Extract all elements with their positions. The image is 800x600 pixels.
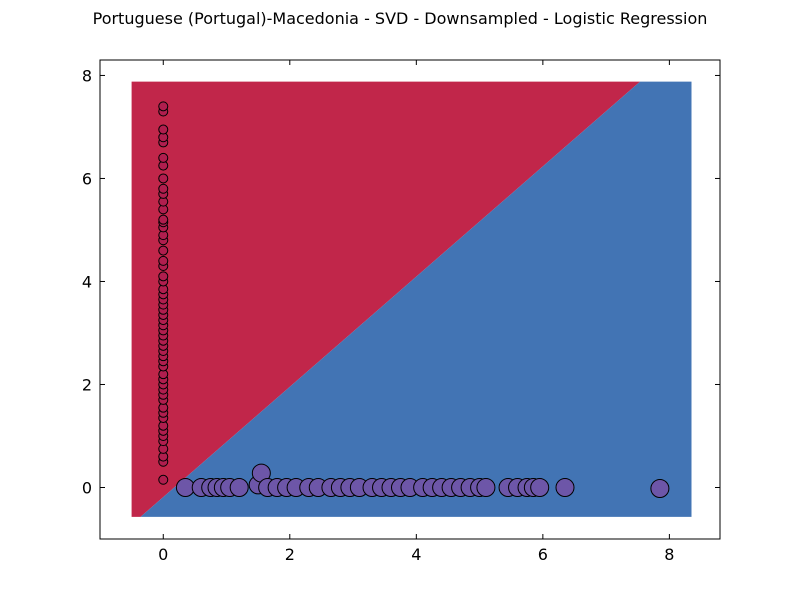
- class-a-point: [158, 214, 169, 225]
- x-tick-label: 0: [158, 545, 168, 564]
- class-b-point: [650, 479, 670, 499]
- class-b-points: [175, 463, 670, 499]
- class-a-point: [158, 173, 169, 184]
- y-tick-label: 4: [82, 272, 92, 291]
- class-a-point: [158, 255, 169, 266]
- x-tick-label: 4: [411, 545, 421, 564]
- decision-regions: [131, 81, 692, 517]
- class-a-point: [158, 152, 169, 163]
- class-a-point: [158, 271, 169, 282]
- x-tick-label: 2: [285, 545, 295, 564]
- y-axis-ticks: 0 2 4 6 8: [82, 66, 720, 497]
- class-b-point: [175, 477, 195, 497]
- class-a-points: [158, 101, 169, 485]
- y-tick-label: 2: [82, 375, 92, 394]
- class-b-point: [229, 477, 249, 497]
- chart-title: Portuguese (Portugal)-Macedonia - SVD - …: [92, 9, 708, 28]
- class-a-point: [158, 101, 169, 112]
- class-a-point: [158, 245, 169, 256]
- x-axis-ticks: 0 2 4 6 8: [158, 60, 674, 564]
- class-b-point: [555, 477, 575, 497]
- class-a-point: [158, 183, 169, 194]
- class-a-point: [158, 124, 169, 135]
- plot-frame: [99, 59, 721, 540]
- x-tick-label: 8: [664, 545, 674, 564]
- region-class-a: [131, 81, 641, 517]
- region-class-b: [140, 81, 692, 517]
- class-a-point: [158, 474, 169, 485]
- y-tick-label: 8: [82, 66, 92, 85]
- y-tick-label: 6: [82, 169, 92, 188]
- y-tick-label: 0: [82, 478, 92, 497]
- class-b-point: [476, 477, 496, 497]
- x-tick-label: 6: [538, 545, 548, 564]
- class-b-point: [530, 477, 550, 497]
